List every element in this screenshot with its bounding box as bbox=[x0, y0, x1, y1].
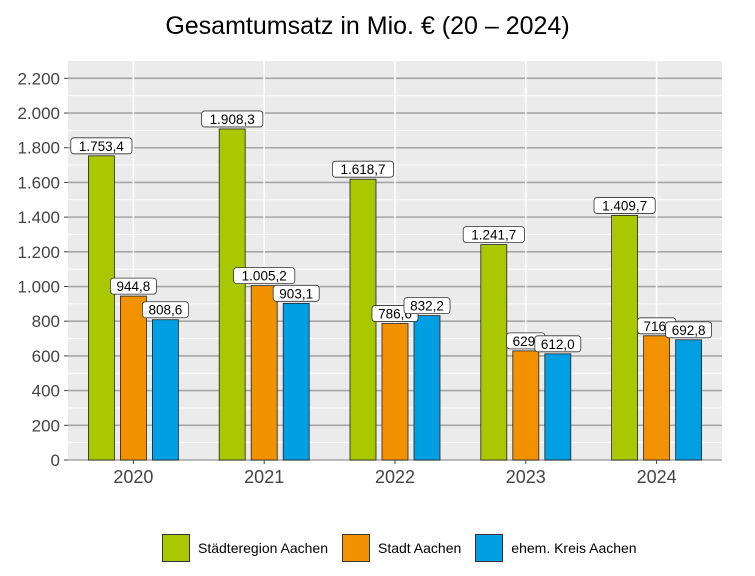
x-tick-label: 2020 bbox=[113, 467, 153, 487]
data-label-box bbox=[110, 277, 157, 295]
data-label-box bbox=[141, 301, 189, 319]
x-tick-label: 2023 bbox=[506, 467, 546, 487]
data-label-box bbox=[233, 267, 296, 285]
y-tick-label: 600 bbox=[32, 347, 60, 366]
bar bbox=[643, 335, 670, 461]
bar bbox=[611, 215, 638, 461]
bar bbox=[413, 315, 441, 461]
legend-item-stadt: Stadt Aachen bbox=[342, 534, 461, 562]
data-label: 944,8 bbox=[117, 279, 151, 294]
data-label: 1.753,4 bbox=[79, 139, 125, 154]
data-label-box bbox=[403, 297, 451, 315]
bar bbox=[120, 295, 147, 461]
data-label: 692,8 bbox=[672, 323, 706, 338]
x-tick-label: 2021 bbox=[244, 467, 284, 487]
y-tick-label: 200 bbox=[32, 416, 60, 435]
data-label: 1.409,7 bbox=[602, 198, 647, 213]
data-label-box bbox=[593, 197, 656, 214]
y-tick-label: 2.000 bbox=[17, 104, 60, 123]
data-label-box bbox=[272, 284, 320, 302]
data-label-box bbox=[201, 110, 264, 128]
y-tick-label: 1.000 bbox=[17, 278, 60, 297]
legend-item-kreis: ehem. Kreis Aachen bbox=[475, 534, 637, 562]
data-label-box bbox=[534, 335, 582, 353]
data-label: 832,2 bbox=[410, 299, 444, 314]
data-label: 1.241,7 bbox=[471, 228, 516, 243]
data-label-box bbox=[331, 160, 394, 178]
bar bbox=[480, 244, 508, 461]
bar bbox=[218, 128, 246, 461]
y-tick-label: 1.200 bbox=[17, 243, 60, 262]
data-label: 1.005,2 bbox=[242, 269, 287, 284]
bar bbox=[282, 302, 310, 461]
legend-label-stadt: Stadt Aachen bbox=[378, 540, 462, 556]
bar bbox=[544, 353, 572, 461]
y-tick-label: 2.200 bbox=[17, 69, 60, 88]
legend-label-kreis: ehem. Kreis Aachen bbox=[511, 540, 637, 556]
chart-title: Gesamtumsatz in Mio. € (20 – 2024) bbox=[165, 12, 570, 40]
bar bbox=[512, 350, 540, 461]
data-label: 786,6 bbox=[378, 307, 412, 322]
bar bbox=[381, 323, 409, 461]
legend: Städteregion Aachen Stadt Aachen ehem. K… bbox=[162, 534, 651, 562]
data-label: 1.908,3 bbox=[210, 112, 255, 127]
y-tick-label: 1.600 bbox=[17, 173, 60, 192]
y-tick-label: 1.800 bbox=[17, 139, 60, 158]
data-label: 1.618,7 bbox=[340, 162, 385, 177]
data-label-box bbox=[665, 321, 712, 339]
y-tick-label: 400 bbox=[32, 382, 60, 401]
data-label: 612,0 bbox=[541, 337, 575, 352]
data-label-box bbox=[462, 226, 525, 243]
y-tick-label: 1.400 bbox=[17, 208, 60, 227]
bar bbox=[675, 339, 702, 461]
legend-item-staedteregion: Städteregion Aachen bbox=[162, 534, 328, 562]
data-label: 808,6 bbox=[149, 303, 183, 318]
legend-swatch-kreis bbox=[475, 534, 504, 562]
legend-label-staedteregion: Städteregion Aachen bbox=[198, 540, 328, 556]
y-tick-label: 0 bbox=[51, 451, 60, 470]
y-tick-label: 800 bbox=[32, 312, 60, 331]
bar bbox=[88, 155, 115, 461]
x-tick-label: 2024 bbox=[637, 467, 677, 487]
data-label: 716, bbox=[643, 319, 669, 334]
data-label: 903,1 bbox=[279, 286, 313, 301]
x-tick-label: 2022 bbox=[375, 467, 415, 487]
bar bbox=[151, 319, 179, 461]
data-label-box bbox=[70, 137, 133, 155]
legend-swatch-staedteregion bbox=[162, 534, 190, 562]
data-label: 629, bbox=[513, 334, 539, 349]
legend-swatch-stadt bbox=[342, 534, 370, 562]
bar bbox=[250, 285, 278, 461]
